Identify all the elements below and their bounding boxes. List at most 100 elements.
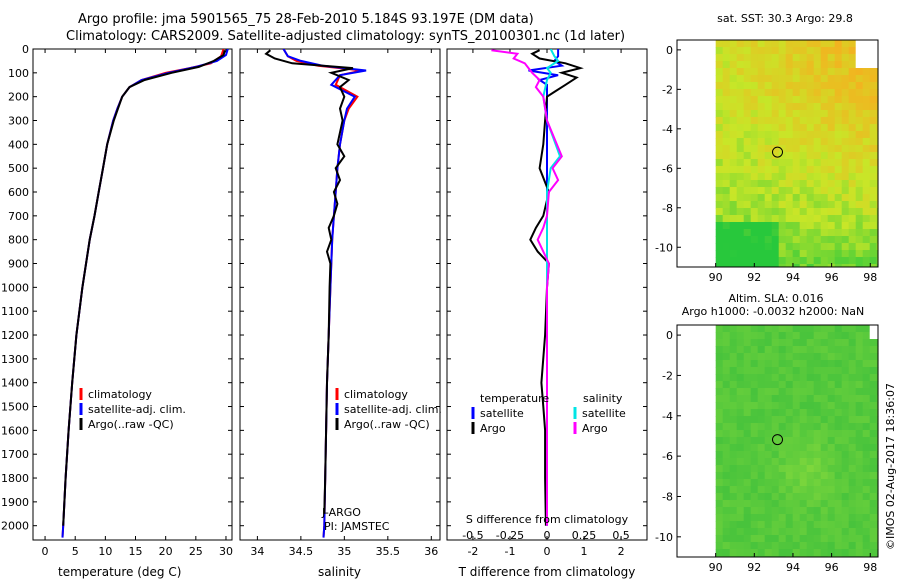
sla_map-heat-cell [736, 465, 745, 473]
sla_map-heat-cell [736, 409, 745, 417]
sst_map-heat-cell [848, 187, 857, 195]
sla_map-heat-cell [743, 472, 752, 480]
sla_map-heat-cell [771, 339, 780, 347]
sst_map-heat-cell [827, 180, 836, 188]
sla_map-heat-cell [715, 458, 724, 466]
sst_map-heat-cell [792, 124, 801, 132]
sst_map-ytick-label: -8 [662, 202, 673, 215]
sst_map-heat-cell [722, 75, 731, 83]
sla_map-heat-cell [820, 514, 829, 522]
sla_map-heat-cell [743, 416, 752, 424]
sla_map-heat-cell [778, 465, 787, 473]
sla_map-heat-cell [827, 472, 836, 480]
sst_map-heat-cell [778, 250, 787, 258]
sla_map-heat-cell [855, 521, 864, 529]
sla_map-heat-cell [771, 360, 780, 368]
sla_map-heat-cell [778, 332, 787, 340]
sst_map-heat-cell [869, 166, 878, 174]
sst_map-heat-cell [771, 138, 780, 146]
sla_map-title-line1: Altim. SLA: 0.016 [728, 292, 823, 305]
sst_map-heat-cell [771, 215, 780, 223]
sla_map-heat-cell [813, 451, 822, 459]
sst_map-heat-cell [722, 250, 731, 258]
sst_map-heat-cell [813, 110, 822, 118]
sst_map-heat-cell [827, 96, 836, 104]
sla_map-heat-cell [771, 493, 780, 501]
sst_map-heat-cell [792, 68, 801, 76]
sst_map-heat-cell [848, 110, 857, 118]
sst_map-heat-cell [715, 131, 724, 139]
sst_map-heat-cell [715, 117, 724, 125]
sst_map-heat-cell [813, 201, 822, 209]
sla_map-heat-cell [757, 500, 766, 508]
depth-tick-label: 200 [8, 91, 29, 104]
sla_map-heat-cell [848, 542, 857, 550]
sla_map-heat-cell [743, 486, 752, 494]
sst_map-heat-cell [785, 215, 794, 223]
sst_map-heat-cell [785, 138, 794, 146]
sla_map-heat-cell [862, 388, 871, 396]
sla_map-heat-cell [785, 486, 794, 494]
sla_map-heat-cell [750, 339, 759, 347]
sst_map-heat-cell [855, 89, 864, 97]
sst_map-heat-cell [792, 159, 801, 167]
sla_map-heat-cell [750, 395, 759, 403]
sst_map-heat-cell [820, 194, 829, 202]
sla_map-heat-cell [820, 549, 829, 557]
sla_map-heat-cell [771, 374, 780, 382]
sst_map-heat-cell [764, 96, 773, 104]
sst_map-heat-cell [806, 68, 815, 76]
sla_map-heat-cell [820, 507, 829, 515]
sst_map-heat-cell [813, 82, 822, 90]
sst_map-heat-cell [841, 117, 850, 125]
sla_map-heat-cell [869, 430, 878, 438]
sla_map-heat-cell [750, 514, 759, 522]
sla_map-heat-cell [855, 549, 864, 557]
sla_map-heat-cell [827, 325, 836, 333]
sst_map-heat-cell [722, 117, 731, 125]
secondary-xtick-label: -0.5 [462, 529, 483, 542]
sst_map-heat-cell [757, 138, 766, 146]
sst_map-heat-cell [778, 243, 787, 251]
sst_map-heat-cell [869, 47, 878, 55]
sst_map-heat-cell [869, 89, 878, 97]
sla_map-xtick-label: 90 [709, 561, 723, 574]
sla_map-heat-cell [722, 395, 731, 403]
sst_map-heat-cell [792, 61, 801, 69]
sst_map-heat-cell [736, 208, 745, 216]
sst_map-heat-cell [743, 138, 752, 146]
sla_map-heat-cell [834, 514, 843, 522]
sst_map-heat-cell [855, 54, 864, 62]
differences-xlabel: T difference from climatology [458, 565, 636, 579]
temperature-legend-label: satellite-adj. clim. [88, 403, 186, 416]
sst_map-heat-cell [813, 131, 822, 139]
sla_map-heat-cell [757, 374, 766, 382]
sla_map-heat-cell [715, 360, 724, 368]
sst_map-heat-cell [820, 159, 829, 167]
sla_map-heat-cell [729, 458, 738, 466]
sla_map-heat-cell [841, 521, 850, 529]
secondary-xtick-label: 0.25 [572, 529, 597, 542]
sst_map-heat-cell [750, 54, 759, 62]
sst_map-heat-cell [729, 96, 738, 104]
sst_map-heat-cell [785, 208, 794, 216]
sst_map-heat-cell [778, 187, 787, 195]
sst_map-heat-cell [722, 54, 731, 62]
sla_map-heat-cell [792, 409, 801, 417]
sst_map-heat-cell [813, 117, 822, 125]
sla_map-heat-cell [813, 416, 822, 424]
sst_map-heat-cell [722, 145, 731, 153]
sst_map-heat-cell [729, 243, 738, 251]
sst_map-heat-cell [743, 103, 752, 111]
sst_map-heat-cell [834, 138, 843, 146]
sst_map-heat-cell [792, 103, 801, 111]
sla_map-heat-cell [722, 353, 731, 361]
sla_map-heat-cell [820, 486, 829, 494]
sst_map-heat-cell [743, 96, 752, 104]
sst_map-heat-cell [820, 236, 829, 244]
sst_map-heat-cell [757, 173, 766, 181]
sst_map-heat-cell [750, 208, 759, 216]
sst_map-heat-cell [757, 180, 766, 188]
sla_map-heat-cell [757, 514, 766, 522]
